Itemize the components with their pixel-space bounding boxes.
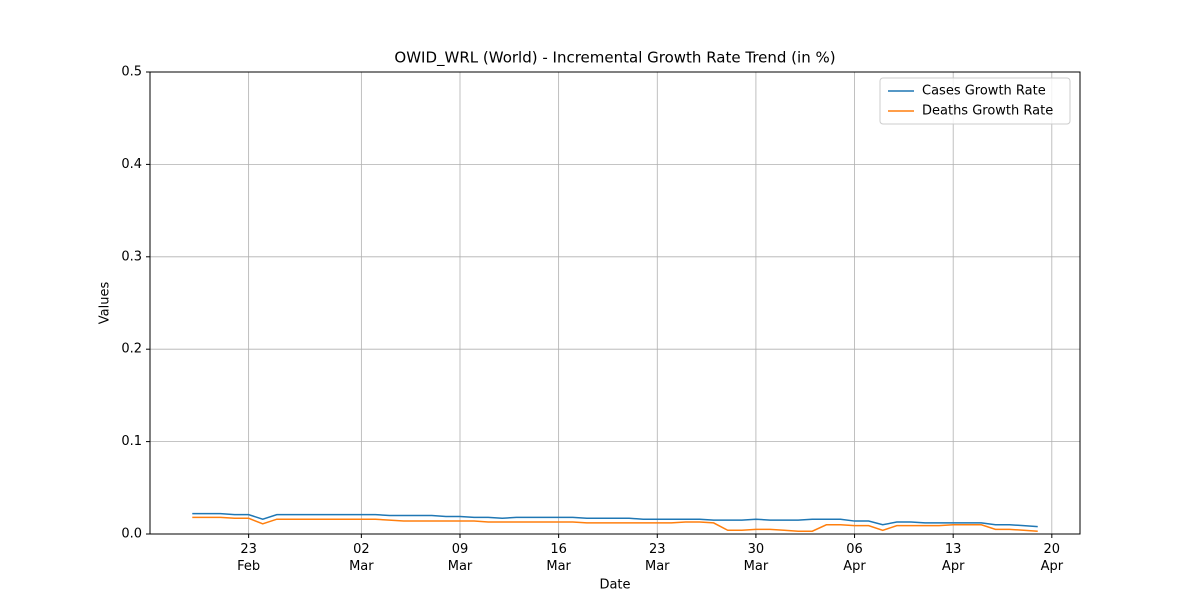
legend-box [879,77,1071,125]
plot-frame [149,71,1081,535]
series-line [192,516,1038,532]
y-tick-label: 0.4 [121,157,142,172]
chart-title: OWID_WRL (World) - Incremental Growth Ra… [394,49,835,68]
y-tick-label: 0.5 [121,65,142,80]
legend-label: Cases Growth Rate [922,84,1046,99]
x-tick-label: 23 Feb [237,542,261,574]
x-tick-label: 23 Mar [645,542,670,574]
x-tick-label: 16 Mar [546,542,571,574]
legend: Cases Growth Rate Deaths Growth Rate [879,77,1071,125]
x-tick-label: 30 Mar [743,542,769,574]
y-axis-label: Values [98,282,113,325]
x-tick-label: 02 Mar [349,542,374,574]
x-tick-label: 09 Mar [447,542,473,574]
x-tick-label: 13 Apr [941,542,965,574]
x-tick-label: 06 Apr [843,542,866,574]
y-tick-label: 0.3 [121,249,142,264]
legend-label: Deaths Growth Rate [922,104,1053,119]
x-axis-label: Date [599,578,630,593]
y-tick-label: 0.1 [121,434,142,449]
y-tick-label: 0.0 [121,527,142,542]
x-tick-label: 20 Apr [1040,542,1064,574]
y-tick-label: 0.2 [121,342,142,357]
series-line [192,512,1038,528]
